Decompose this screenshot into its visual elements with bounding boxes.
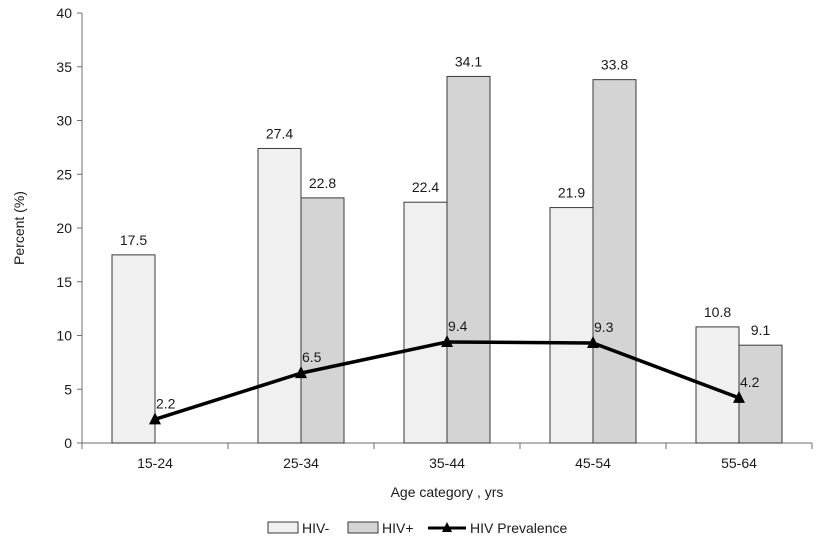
- bar-hiv-25-34: [257, 147, 302, 444]
- bar-data-label: 34.1: [455, 53, 482, 69]
- prevalence-data-label: 2.2: [156, 395, 176, 411]
- y-tick-label: 40: [56, 5, 72, 21]
- prevalence-point-marker: [733, 390, 745, 403]
- prevalence-point-marker: [587, 336, 599, 349]
- prevalence-point-marker: [149, 412, 161, 425]
- y-tick-label: 30: [56, 113, 72, 129]
- legend-triangle-marker: [442, 522, 452, 532]
- x-tick-label: 25-34: [283, 455, 319, 471]
- x-ticks: 15-24 25-34 35-44 45-54 55-64: [81, 443, 813, 471]
- y-tick-label: 35: [56, 59, 72, 75]
- bar-data-label: 17.5: [120, 232, 147, 248]
- bar-data-label: 27.4: [266, 125, 293, 141]
- bar-hiv-15-24: [111, 254, 156, 444]
- y-ticks: 0 5 10 15 20 25 30 35 40: [56, 5, 82, 451]
- bar-hiv-45-54: [549, 207, 594, 444]
- legend-swatch: [267, 521, 299, 534]
- prevalence-line-series: [149, 334, 745, 425]
- legend-label: HIV Prevalence: [470, 520, 567, 536]
- x-tick-label: 15-24: [137, 455, 173, 471]
- bar-data-label: 22.4: [412, 179, 439, 195]
- y-tick-label: 10: [56, 328, 72, 344]
- data-labels: 17.5 27.4 22.4 21.9 10.8 22.8 34.1 33.8 9.1 2.2 6.…: [120, 53, 771, 411]
- bar-data-label: 33.8: [601, 57, 628, 73]
- y-tick-label: 20: [56, 220, 72, 236]
- y-tick-label: 15: [56, 274, 72, 290]
- x-axis: 15-24 25-34 35-44 45-54 55-64: [81, 442, 813, 471]
- bar-hiv-45-54: [592, 79, 637, 444]
- legend-label: HIV-: [302, 520, 330, 536]
- bar-hiv-35-44: [446, 75, 491, 444]
- bar-data-label: 9.1: [751, 322, 771, 338]
- bar-hiv-25-34: [300, 197, 345, 444]
- legend: HIV- HIV+ HIV Prevalence: [267, 520, 567, 536]
- bar-hiv-35-44: [403, 201, 448, 444]
- prevalence-data-label: 9.4: [448, 318, 468, 334]
- prevalence-data-label: 6.5: [302, 349, 322, 365]
- y-axis: 0 5 10 15 20 25 30 35 40: [56, 5, 83, 451]
- bars: [111, 75, 783, 444]
- prevalence-data-label: 4.2: [740, 374, 760, 390]
- legend-swatch: [347, 521, 379, 534]
- x-axis-title: Age category , yrs: [391, 484, 504, 500]
- prevalence-point-marker: [295, 366, 307, 379]
- prevalence-point-marker: [441, 334, 453, 347]
- y-tick-label: 5: [64, 381, 72, 397]
- bar-hiv-55-64: [738, 344, 783, 444]
- bar-data-label: 21.9: [558, 185, 585, 201]
- y-tick-label: 25: [56, 166, 72, 182]
- x-tick-label: 55-64: [721, 455, 757, 471]
- bar-data-label: 22.8: [309, 175, 336, 191]
- legend-label: HIV+: [382, 520, 414, 536]
- y-tick-label: 0: [64, 435, 72, 451]
- bar-data-label: 10.8: [704, 304, 731, 320]
- prevalence-data-label: 9.3: [594, 319, 614, 335]
- x-tick-label: 35-44: [429, 455, 465, 471]
- x-tick-label: 45-54: [575, 455, 611, 471]
- y-axis-title: Percent (%): [11, 191, 27, 265]
